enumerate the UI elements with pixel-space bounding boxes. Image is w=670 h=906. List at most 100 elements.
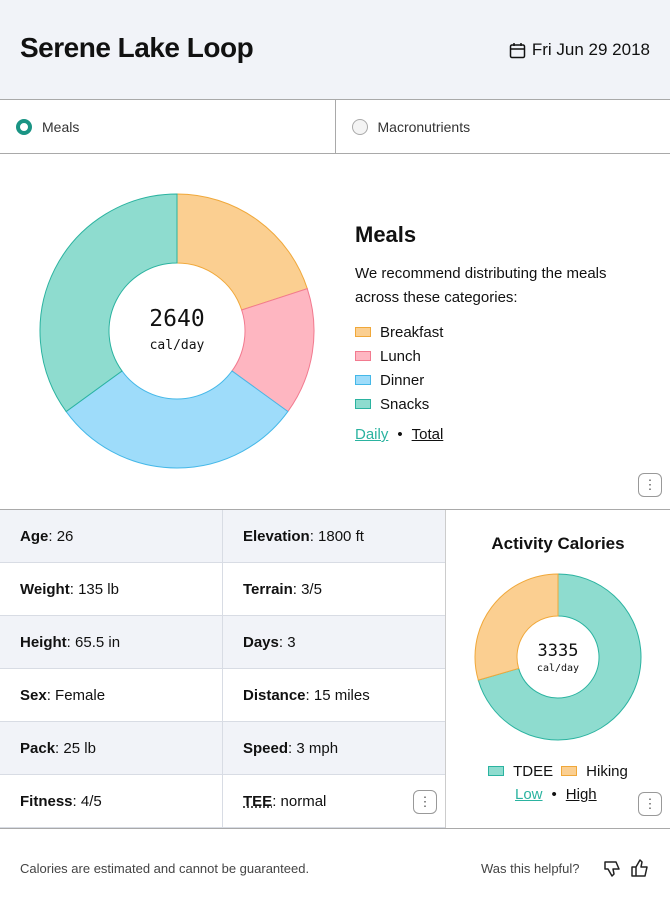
legend-item: TDEE	[488, 759, 553, 783]
table-row: Fitness: 4/5 TEE: normal	[0, 775, 445, 828]
stat-label: TEE	[243, 792, 273, 810]
stat-label: Distance	[243, 686, 306, 704]
meals-legend: Breakfast Lunch Dinner Snacks	[355, 320, 645, 416]
stat-label: Height	[20, 633, 67, 651]
stat-value: Female	[55, 686, 106, 704]
thumbs-down-icon[interactable]	[603, 859, 623, 879]
slice-snacks	[39, 193, 178, 413]
stat-label: Weight	[20, 580, 70, 598]
stat-label: Age	[20, 527, 49, 545]
stat-label: Fitness	[20, 792, 73, 810]
stat-value: 3	[287, 633, 296, 651]
stat-cell: TEE: normal	[243, 792, 327, 810]
table-row: Sex: Female Distance: 15 miles	[0, 669, 445, 722]
header: Serene Lake Loop Fri Jun 29 2018	[0, 0, 670, 100]
tab-meals[interactable]: Meals	[0, 100, 336, 153]
separator-dot: •	[397, 426, 403, 443]
activity-heading: Activity Calories	[491, 534, 625, 553]
stat-value: 3/5	[301, 580, 322, 598]
legend-label: TDEE	[513, 762, 554, 780]
activity-legend: TDEE Hiking	[446, 759, 670, 783]
legend-item: Lunch	[355, 344, 645, 368]
meals-center: 2640 cal/day	[127, 306, 227, 353]
stats-table: Age: 26 Elevation: 1800 ft Weight: 135 lb T…	[0, 510, 446, 828]
slice-dinner	[65, 370, 289, 469]
stat-value: 3 mph	[296, 739, 339, 757]
stat-value: 25 lb	[63, 739, 96, 757]
legend-label: Lunch	[380, 347, 421, 365]
date-display: Fri Jun 29 2018	[509, 40, 650, 60]
stat-cell: Elevation: 1800 ft	[243, 527, 364, 545]
stat-label: Elevation	[243, 527, 310, 545]
legend-item: Hiking	[561, 759, 628, 783]
stat-cell: Terrain: 3/5	[243, 580, 322, 598]
helpful-prompt: Was this helpful?	[481, 861, 580, 876]
legend-swatch	[355, 327, 371, 337]
legend-label: Breakfast	[380, 323, 444, 341]
thumbs-up-icon[interactable]	[630, 858, 650, 878]
legend-swatch	[355, 351, 371, 361]
disclaimer: Calories are estimated and cannot be gua…	[20, 861, 310, 876]
radio-meals[interactable]	[16, 118, 32, 135]
stat-value: 65.5 in	[75, 633, 121, 651]
activity-total: 3335	[537, 641, 579, 661]
legend-swatch	[488, 766, 505, 776]
table-row: Height: 65.5 in Days: 3	[0, 616, 445, 669]
slice-hiking	[474, 573, 559, 681]
legend-swatch	[355, 375, 371, 385]
stat-label: Sex	[20, 686, 47, 704]
slice-breakfast	[176, 193, 308, 311]
stat-cell: Weight: 135 lb	[0, 563, 223, 615]
meals-info: Meals We recommend distributing the meal…	[355, 222, 645, 443]
page-title: Serene Lake Loop	[20, 32, 254, 63]
slice-tdee	[477, 573, 642, 741]
activity-center: 3335 cal/day	[508, 641, 608, 674]
legend-item: Dinner	[355, 368, 645, 392]
meals-unit: cal/day	[149, 338, 205, 353]
stat-value: 135 lb	[78, 580, 119, 598]
stat-cell: Days: 3	[243, 633, 296, 651]
legend-item: Snacks	[355, 392, 645, 416]
legend-label: Dinner	[380, 371, 425, 389]
activity-more-button[interactable]: ⋮	[638, 792, 662, 816]
legend-swatch	[561, 766, 578, 776]
stat-value: 15 miles	[313, 686, 370, 704]
meals-links: Daily • Total	[355, 426, 645, 443]
stat-cell: Speed: 3 mph	[243, 739, 339, 757]
stat-label: Speed	[243, 739, 289, 757]
meals-section: 2640 cal/day Meals We recommend distribu…	[0, 154, 670, 510]
stat-value: 1800 ft	[318, 527, 364, 545]
stat-cell: Fitness: 4/5	[0, 775, 223, 827]
stat-label: Terrain	[243, 580, 293, 598]
meals-donut-chart	[39, 193, 315, 469]
meals-total: 2640	[149, 306, 205, 332]
high-link[interactable]: High	[565, 786, 597, 803]
stat-cell: Pack: 25 lb	[0, 722, 223, 774]
view-tabs: Meals Macronutrients	[0, 100, 670, 154]
tab-label: Meals	[42, 118, 80, 135]
stat-cell: Age: 26	[0, 510, 223, 562]
stat-cell: Distance: 15 miles	[243, 686, 370, 704]
stat-cell: Sex: Female	[0, 669, 223, 721]
stats-more-button[interactable]: ⋮	[413, 790, 437, 814]
stat-label: Pack	[20, 739, 56, 757]
stat-label: Days	[243, 633, 279, 651]
tab-macronutrients[interactable]: Macronutrients	[336, 100, 670, 153]
stat-value: normal	[280, 792, 327, 810]
legend-label: Snacks	[380, 395, 430, 413]
activity-section: Activity Calories 3335 cal/day TDEE Hikin…	[446, 510, 670, 828]
meals-more-button[interactable]: ⋮	[638, 473, 662, 497]
total-link[interactable]: Total	[411, 426, 444, 443]
low-link[interactable]: Low	[515, 786, 543, 803]
radio-macronutrients[interactable]	[351, 118, 368, 135]
activity-donut-chart	[474, 573, 642, 741]
calendar-icon	[509, 42, 526, 58]
legend-item: Breakfast	[355, 320, 645, 344]
date-text: Fri Jun 29 2018	[531, 40, 650, 59]
legend-label: Hiking	[586, 762, 628, 780]
daily-link[interactable]: Daily	[355, 426, 389, 443]
stat-cell: Height: 65.5 in	[0, 616, 223, 668]
stat-value: 26	[56, 527, 74, 545]
separator-dot: •	[551, 786, 557, 803]
table-row: Age: 26 Elevation: 1800 ft	[0, 510, 445, 563]
